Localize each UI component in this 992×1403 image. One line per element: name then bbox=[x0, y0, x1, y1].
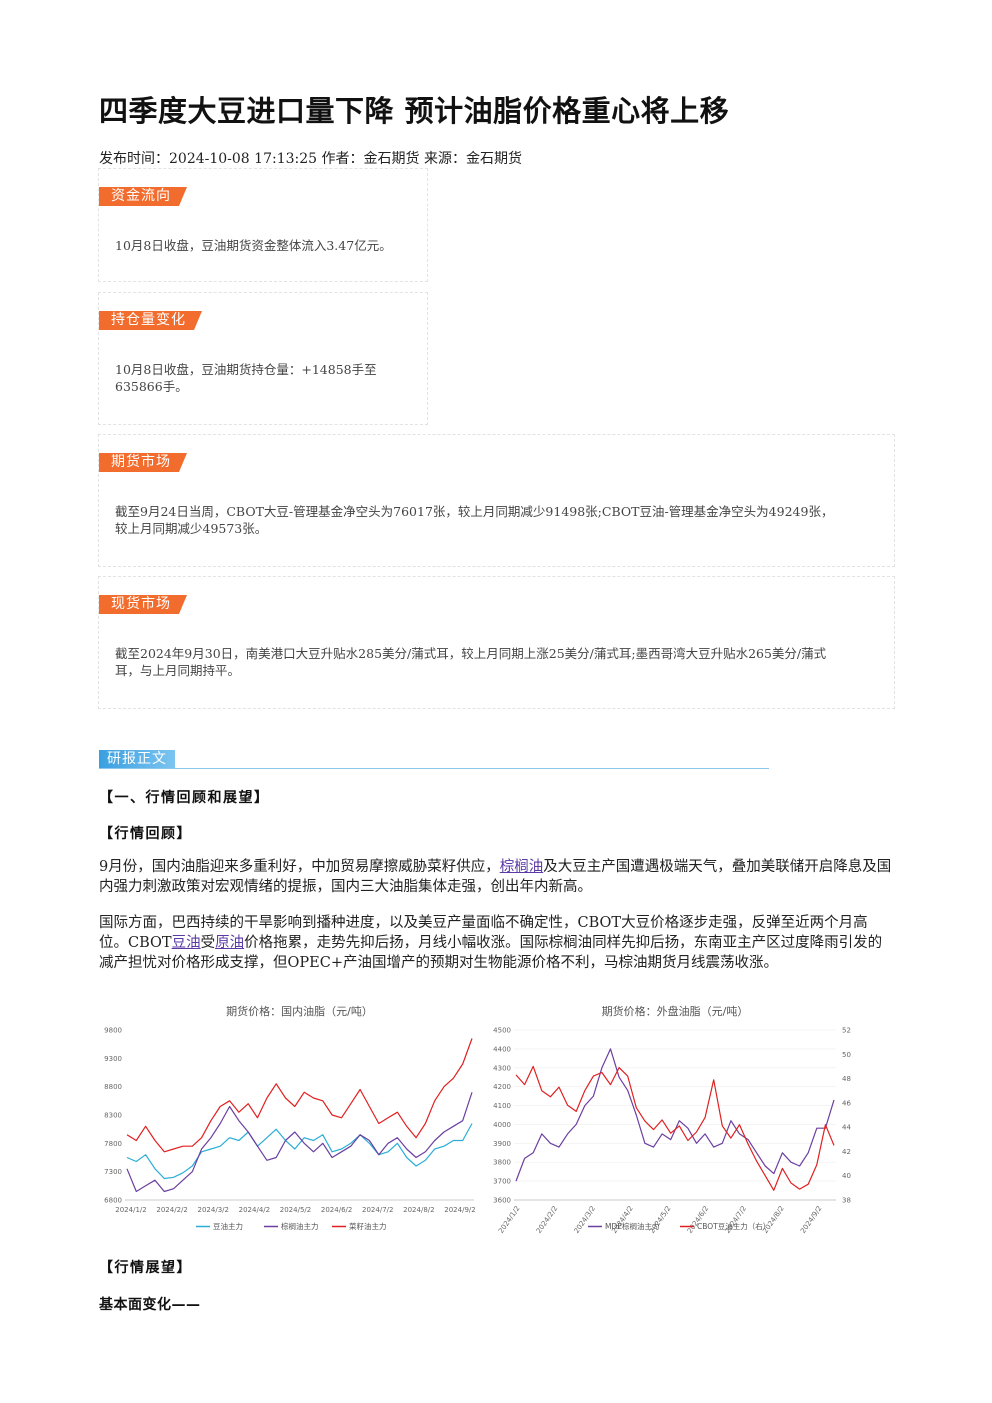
y-tick-label: 4100 bbox=[493, 1102, 511, 1110]
section-heading-outlook: 【行情展望】 bbox=[99, 1260, 192, 1276]
series-line-0 bbox=[515, 1048, 835, 1182]
spot-market-box: 现货市场 截至2024年9月30日，南美港口大豆升贴水285美分/蒲式耳，较上月… bbox=[98, 576, 895, 709]
spot-market-tag: 现货市场 bbox=[99, 595, 187, 614]
futures-market-text-line-1: 截至9月24日当周，CBOT大豆-管理基金净空头为76017张，较上月同期减少9… bbox=[115, 504, 834, 519]
legend-label-1: CBOT豆油主力（右） bbox=[697, 1221, 770, 1231]
x-tick-label: 2024/7/2 bbox=[362, 1206, 393, 1214]
series-line-1 bbox=[515, 1065, 835, 1191]
report-body-tag: 研报正文 bbox=[99, 750, 175, 769]
position-text-line-1: 10月8日收盘，豆油期货持仓量：+14858手至 bbox=[115, 362, 377, 377]
fund-flow-tag: 资金流向 bbox=[99, 187, 187, 206]
x-tick-label: 2024/8/2 bbox=[403, 1206, 434, 1214]
series-line-2 bbox=[126, 1038, 473, 1153]
paragraph-international-text-b: 受 bbox=[200, 935, 216, 951]
series-line-0 bbox=[126, 1123, 473, 1180]
legend-label-0: 豆油主力 bbox=[213, 1221, 243, 1231]
y-tick-label: 7300 bbox=[104, 1168, 122, 1176]
paragraph-international-text-a: 国际方面，巴西持续的干旱影响到播种进度，以及美豆产量面临不确定性，CBOT大豆价… bbox=[99, 915, 868, 951]
x-tick-label: 2024/4/2 bbox=[239, 1206, 270, 1214]
y-tick-label: 4400 bbox=[493, 1045, 511, 1053]
fund-flow-box: 资金流向 10月8日收盘，豆油期货资金整体流入3.47亿元。 bbox=[98, 168, 428, 282]
article-title: 四季度大豆进口量下降 预计油脂价格重心将上移 bbox=[99, 94, 730, 128]
position-box: 持仓量变化 10月8日收盘，豆油期货持仓量：+14858手至 635866手。 bbox=[98, 292, 428, 425]
y-tick-label: 3700 bbox=[493, 1178, 511, 1186]
x-tick-label: 2024/1/2 bbox=[497, 1205, 522, 1235]
x-tick-label: 2024/3/2 bbox=[198, 1206, 229, 1214]
y-tick-label: 8300 bbox=[104, 1112, 122, 1120]
y-tick-label: 3600 bbox=[493, 1197, 511, 1205]
paragraph-domestic: 9月份，国内油脂迎来多重利好，中加贸易摩擦威胁菜籽供应，棕榈油及大豆主产国遭遇极… bbox=[99, 857, 894, 897]
y-tick-label: 4300 bbox=[493, 1064, 511, 1072]
section-heading-review-outlook: 【一、行情回顾和展望】 bbox=[99, 790, 270, 806]
y-right-tick-label: 50 bbox=[842, 1051, 851, 1059]
domestic-oils-chart: 期货价格：国内油脂（元/吨） 6800 7300 7800 8300 8800 9300 98… bbox=[104, 1004, 476, 1231]
y-tick-label: 4200 bbox=[493, 1083, 511, 1091]
y-tick-label: 8800 bbox=[104, 1083, 122, 1091]
x-tick-label: 2024/5/2 bbox=[280, 1206, 311, 1214]
legend-label-2: 菜籽油主力 bbox=[349, 1221, 387, 1231]
y-right-tick-label: 38 bbox=[842, 1197, 851, 1205]
paragraph-international: 国际方面，巴西持续的干旱影响到播种进度，以及美豆产量面临不确定性，CBOT大豆价… bbox=[99, 913, 894, 973]
spot-market-text-line-1: 截至2024年9月30日，南美港口大豆升贴水285美分/蒲式耳，较上月同期上涨2… bbox=[115, 646, 827, 661]
y-right-tick-label: 40 bbox=[842, 1172, 851, 1180]
soybean-oil-link[interactable]: 豆油 bbox=[171, 935, 201, 951]
series-line-1 bbox=[126, 1092, 473, 1193]
y-right-tick-label: 48 bbox=[842, 1075, 851, 1083]
x-tick-label: 2024/9/2 bbox=[444, 1206, 475, 1214]
fund-flow-text: 10月8日收盘，豆油期货资金整体流入3.47亿元。 bbox=[115, 238, 392, 253]
paragraph-domestic-text-a: 9月份，国内油脂迎来多重利好，中加贸易摩擦威胁菜籽供应， bbox=[99, 859, 500, 875]
position-tag: 持仓量变化 bbox=[99, 311, 202, 330]
y-tick-label: 4000 bbox=[493, 1121, 511, 1129]
y-tick-label: 3900 bbox=[493, 1140, 511, 1148]
x-tick-label: 2024/9/2 bbox=[799, 1205, 824, 1235]
y-tick-label: 7800 bbox=[104, 1140, 122, 1148]
paragraph-domestic-text-b: 及大豆主产国遭遇极端天气，叠加美联储开启降息及国内强力刺激政策对宏观情绪的提振，… bbox=[99, 859, 892, 895]
y-tick-label: 3800 bbox=[493, 1159, 511, 1167]
x-tick-label: 2024/2/2 bbox=[535, 1205, 560, 1235]
y-right-tick-label: 46 bbox=[842, 1099, 851, 1107]
report-body-divider bbox=[99, 768, 769, 769]
position-text-line-2: 635866手。 bbox=[115, 379, 188, 394]
x-tick-label: 2024/6/2 bbox=[321, 1206, 352, 1214]
chart-title: 期货价格：国内油脂（元/吨） bbox=[226, 1004, 373, 1018]
x-tick-label: 2024/1/2 bbox=[115, 1206, 146, 1214]
article-meta: 发布时间：2024-10-08 17:13:25 作者：金石期货 来源：金石期货 bbox=[99, 151, 522, 167]
foreign-oils-chart: 期货价格：外盘油脂（元/吨） 3600 3700 3800 3900 4000 4100 42… bbox=[493, 1004, 851, 1235]
legend-label-0: MDE棕榈油主力 bbox=[605, 1221, 660, 1231]
crude-oil-link[interactable]: 原油 bbox=[215, 935, 245, 951]
spot-market-text-line-2: 耳，与上月同期持平。 bbox=[115, 663, 241, 678]
palm-oil-link[interactable]: 棕榈油 bbox=[499, 859, 544, 875]
x-tick-label: 2024/2/2 bbox=[156, 1206, 187, 1214]
y-right-tick-label: 44 bbox=[842, 1124, 851, 1132]
paragraph-international-text-c: 价格拖累，走势先抑后扬，月线小幅收涨。国际棕榈油同样先抑后扬，东南亚主产区过度降… bbox=[99, 935, 883, 971]
futures-market-text-line-2: 较上月同期减少49573张。 bbox=[115, 521, 268, 536]
y-tick-label: 9300 bbox=[104, 1055, 122, 1063]
x-tick-label: 2024/3/2 bbox=[573, 1205, 598, 1235]
legend-label-1: 棕榈油主力 bbox=[281, 1221, 319, 1231]
y-right-tick-label: 52 bbox=[842, 1027, 851, 1035]
y-tick-label: 6800 bbox=[104, 1197, 122, 1205]
y-tick-label: 9800 bbox=[104, 1027, 122, 1035]
section-heading-fundamentals: 基本面变化—— bbox=[99, 1297, 201, 1313]
section-heading-review: 【行情回顾】 bbox=[99, 826, 192, 842]
futures-market-box: 期货市场 截至9月24日当周，CBOT大豆-管理基金净空头为76017张，较上月… bbox=[98, 434, 895, 567]
chart-title: 期货价格：外盘油脂（元/吨） bbox=[602, 1004, 749, 1018]
y-tick-label: 4500 bbox=[493, 1027, 511, 1035]
y-right-tick-label: 42 bbox=[842, 1148, 851, 1156]
futures-market-tag: 期货市场 bbox=[99, 453, 187, 472]
